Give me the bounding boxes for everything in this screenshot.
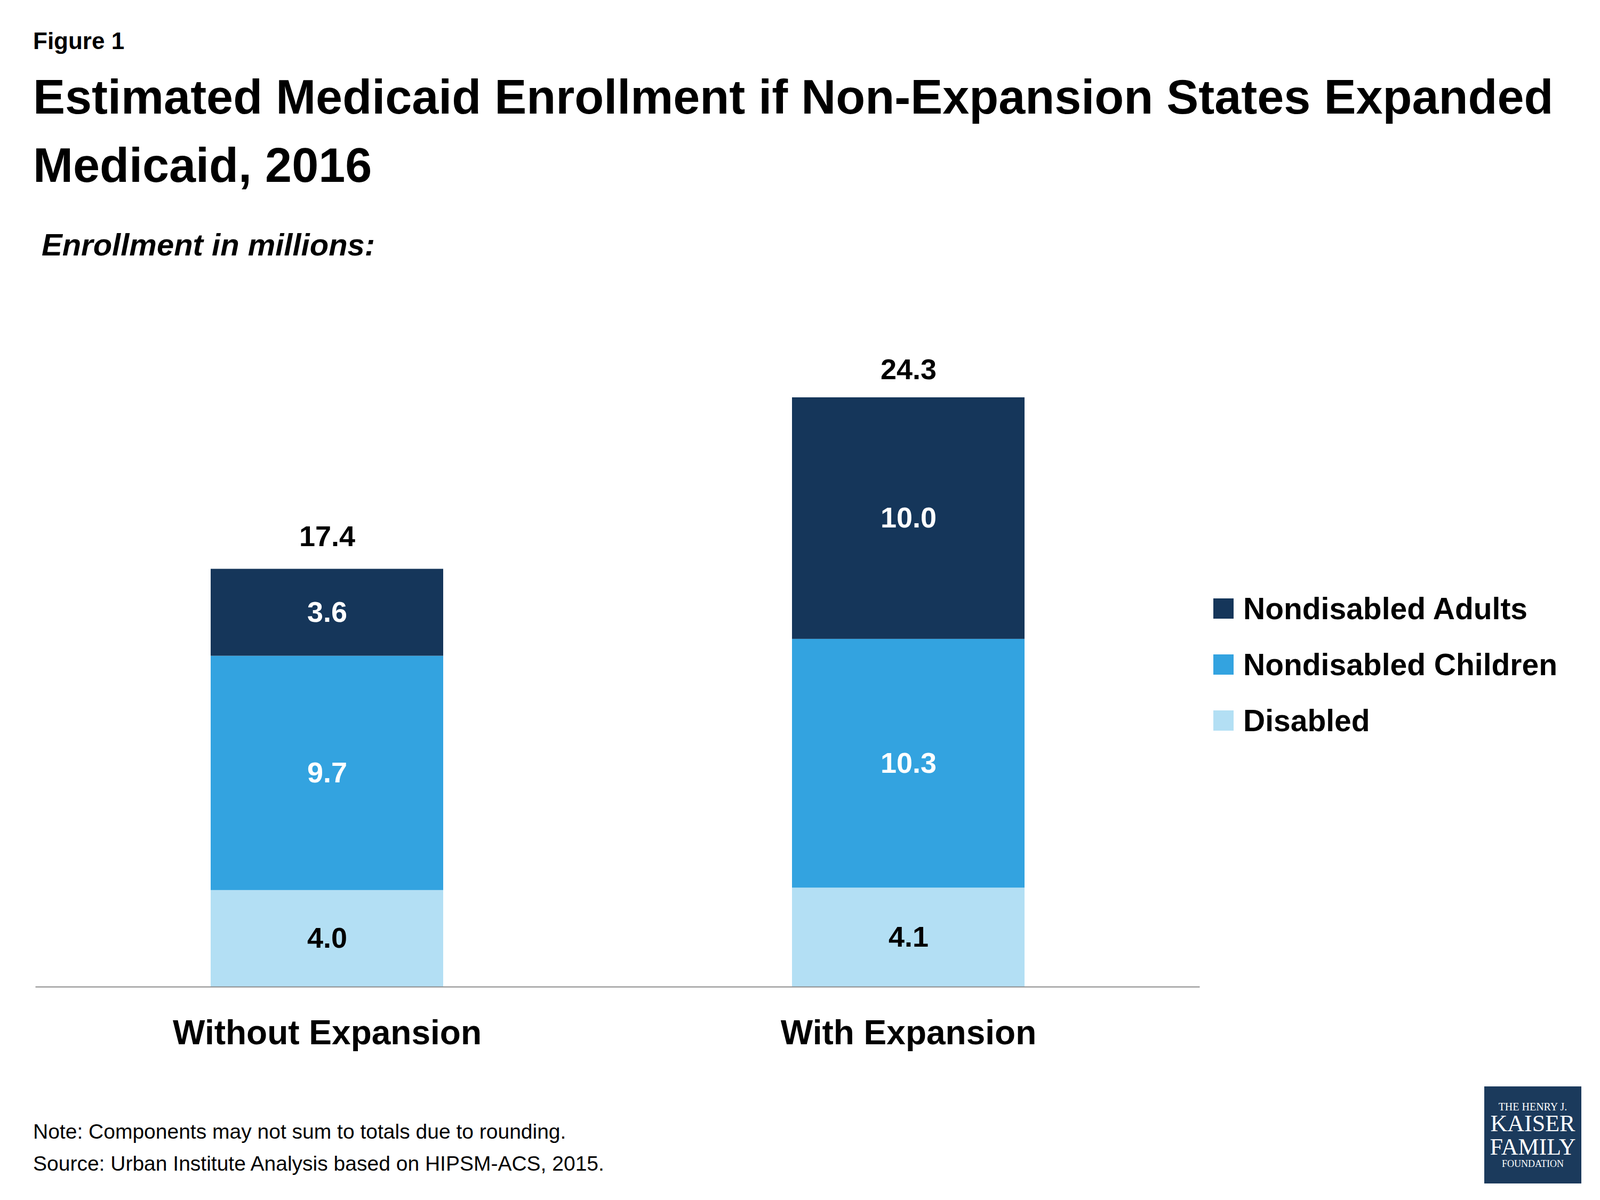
svg-text:3.6: 3.6 (307, 595, 348, 628)
svg-text:10.0: 10.0 (880, 501, 937, 534)
html-text:Nondisabled Adults: Nondisabled Adults (1243, 591, 1528, 626)
html-text:THE HENRY J.: THE HENRY J. (1498, 1100, 1568, 1113)
svg-text:With Expansion: With Expansion (780, 1013, 1037, 1052)
html-text:KAISER: KAISER (1490, 1110, 1576, 1137)
svg-text:17.4: 17.4 (299, 520, 356, 552)
html-text:Nondisabled Children: Nondisabled Children (1243, 647, 1558, 682)
html-text:FOUNDATION: FOUNDATION (1501, 1158, 1564, 1170)
html-text:Disabled: Disabled (1243, 703, 1370, 738)
svg-text:4.0: 4.0 (307, 921, 348, 954)
svg-text:10.3: 10.3 (880, 746, 937, 779)
html-text:Note: Components may not sum t: Note: Components may not sum to totals d… (33, 1120, 567, 1143)
html-text:Enrollment in millions:: Enrollment in millions: (41, 227, 376, 262)
html-text:Estimated Medicaid Enrollment: Estimated Medicaid Enrollment if Non-Exp… (33, 70, 1554, 192)
html-text:Figure 1: Figure 1 (33, 27, 125, 54)
html-text:FAMILY: FAMILY (1489, 1133, 1576, 1160)
svg-text:9.7: 9.7 (307, 756, 348, 789)
svg-text:Without Expansion: Without Expansion (172, 1013, 482, 1052)
html-text:Source: Urban Institute Analys: Source: Urban Institute Analysis based o… (33, 1152, 605, 1175)
svg-text:4.1: 4.1 (888, 920, 929, 953)
svg-text:24.3: 24.3 (880, 353, 937, 386)
